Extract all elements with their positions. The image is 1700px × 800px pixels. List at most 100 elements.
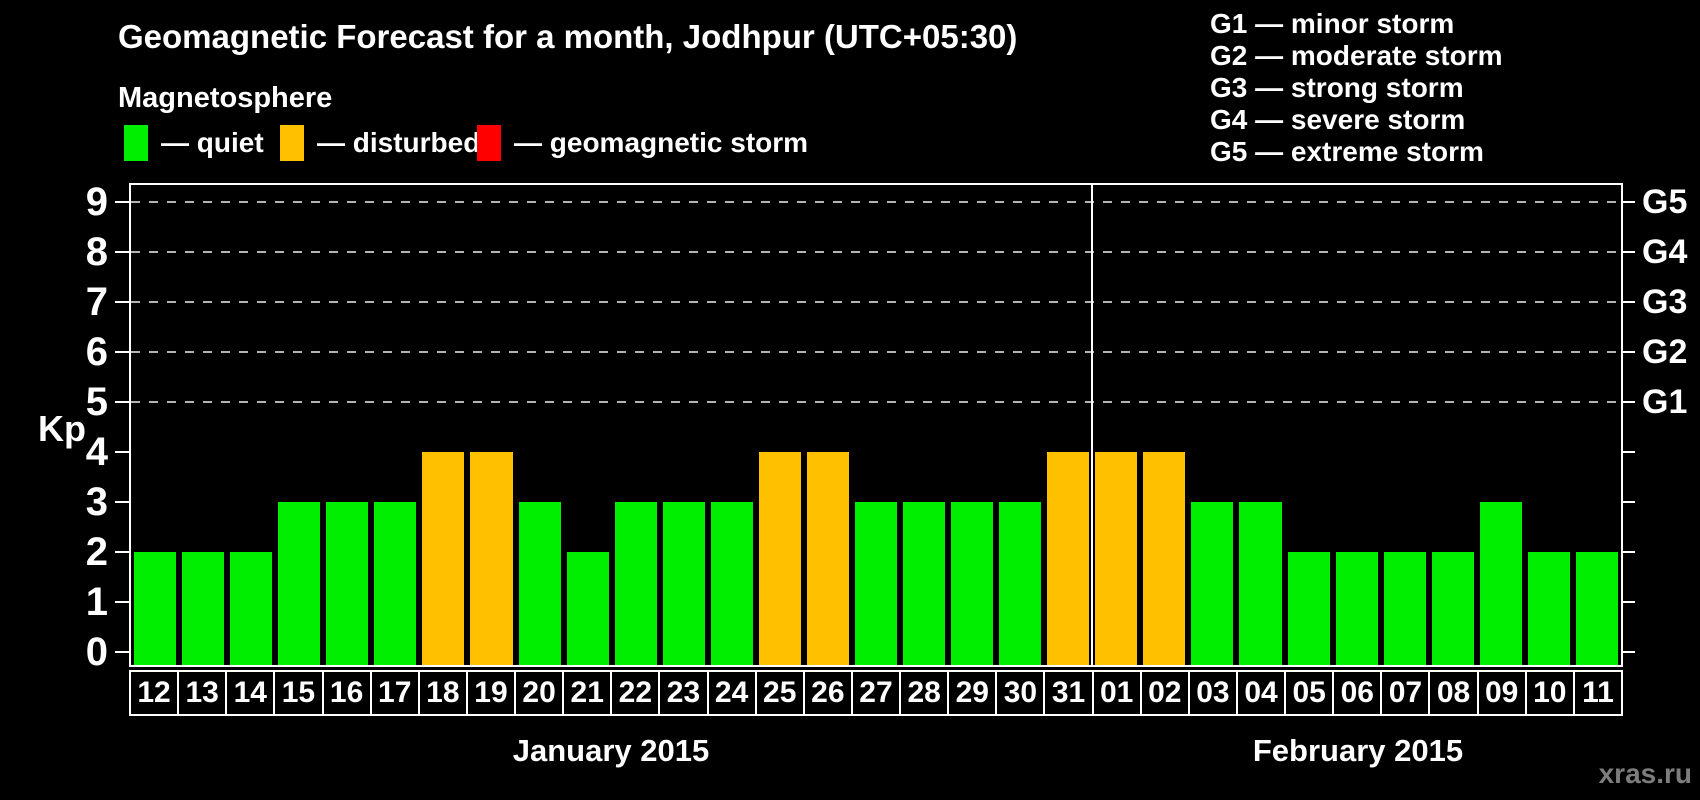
g5-legend-line: G5 — extreme storm	[1210, 136, 1484, 167]
right-tick-kp-8	[1621, 251, 1635, 253]
watermark: xras.ru	[1598, 758, 1692, 789]
left-tick-kp-3	[115, 501, 129, 503]
y-tick-label-7: 7	[85, 280, 108, 324]
bar-day-10	[1527, 552, 1570, 665]
left-tick-kp-4	[115, 451, 129, 453]
bar-day-21	[566, 552, 609, 665]
y-tick-label-3: 3	[85, 480, 108, 524]
day-label-06: 06	[1334, 672, 1381, 714]
day-label-17: 17	[371, 672, 418, 714]
y-tick-label-1: 1	[85, 580, 108, 624]
day-axis-strip: 12 13 14 15 16 17 18 19 20 21 22 23 24 25 26 27 28 29 30 31…	[129, 670, 1623, 716]
day-label-29: 29	[949, 672, 996, 714]
right-axis-label-g5: G5	[1642, 183, 1688, 221]
bar-day-07	[1383, 552, 1426, 665]
day-label-03: 03	[1189, 672, 1236, 714]
bar-day-03	[1191, 502, 1234, 665]
gridline-kp-7	[131, 301, 1621, 303]
y-axis-title: Kp	[38, 408, 86, 449]
left-tick-kp-9	[115, 201, 129, 203]
right-tick-kp-0	[1621, 651, 1635, 653]
day-label-04: 04	[1237, 672, 1285, 714]
y-tick-label-8: 8	[85, 230, 108, 274]
bar-day-14	[230, 552, 273, 665]
day-label-25: 25	[756, 672, 803, 714]
bar-day-19	[470, 452, 513, 665]
day-label-01: 01	[1093, 672, 1140, 714]
left-tick-kp-2	[115, 551, 129, 553]
right-axis-label-g3: G3	[1642, 283, 1688, 321]
chart-title: Geomagnetic Forecast for a month, Jodhpu…	[118, 18, 1018, 55]
month-separator-line	[1091, 185, 1094, 665]
bar-day-26	[806, 452, 849, 665]
right-axis-label-g1: G1	[1642, 383, 1688, 421]
day-label-22: 22	[612, 672, 659, 714]
plot-frame	[129, 183, 1623, 667]
day-label-10: 10	[1526, 672, 1573, 714]
right-tick-kp-5	[1621, 401, 1635, 403]
day-label-09: 09	[1478, 672, 1525, 714]
day-label-02: 02	[1141, 672, 1188, 714]
bar-day-27	[854, 502, 898, 665]
bar-day-22	[614, 502, 657, 665]
day-label-16: 16	[323, 672, 370, 714]
gridline-kp-8	[131, 251, 1621, 253]
plot-area	[131, 185, 1621, 665]
day-label-11: 11	[1574, 672, 1621, 714]
right-tick-kp-4	[1621, 451, 1635, 453]
g2-legend-line: G2 — moderate storm	[1210, 40, 1503, 71]
left-tick-kp-0	[115, 651, 129, 653]
bar-day-13	[182, 552, 225, 665]
disturbed-color-swatch	[280, 125, 304, 161]
y-tick-label-9: 9	[85, 180, 108, 224]
legend-item-quiet: — quiet	[124, 124, 264, 162]
gridline-kp-6	[131, 351, 1621, 353]
y-tick-label-5: 5	[85, 380, 108, 424]
day-label-26: 26	[804, 672, 851, 714]
day-label-31: 31	[1045, 672, 1092, 714]
day-label-20: 20	[516, 672, 563, 714]
day-label-28: 28	[901, 672, 948, 714]
month-label-january: January 2015	[512, 733, 710, 768]
bar-day-30	[999, 502, 1042, 665]
y-tick-label-2: 2	[85, 530, 108, 574]
day-label-14: 14	[227, 672, 274, 714]
quiet-label: — quiet	[161, 127, 264, 158]
right-tick-kp-7	[1621, 301, 1635, 303]
right-tick-kp-3	[1621, 501, 1635, 503]
right-tick-kp-2	[1621, 551, 1635, 553]
right-axis-label-g4: G4	[1642, 233, 1688, 271]
day-label-23: 23	[660, 672, 707, 714]
bar-day-20	[518, 502, 561, 665]
g1-legend-line: G1 — minor storm	[1210, 8, 1455, 39]
y-tick-label-0: 0	[85, 630, 108, 674]
bar-day-12	[134, 552, 177, 665]
day-label-05: 05	[1286, 672, 1333, 714]
day-label-27: 27	[852, 672, 900, 714]
magnetosphere-label: Magnetosphere	[118, 82, 333, 114]
bar-day-09	[1479, 502, 1522, 665]
left-tick-kp-5	[115, 401, 129, 403]
day-label-12: 12	[131, 672, 178, 714]
storm-color-swatch	[477, 125, 501, 161]
bar-day-15	[278, 502, 321, 665]
gridline-kp-9	[131, 201, 1621, 203]
bar-day-24	[710, 502, 753, 665]
right-tick-kp-9	[1621, 201, 1635, 203]
right-tick-kp-1	[1621, 601, 1635, 603]
bar-day-31	[1047, 452, 1090, 665]
day-label-15: 15	[275, 672, 322, 714]
bar-day-11	[1575, 552, 1618, 665]
left-tick-kp-8	[115, 251, 129, 253]
bar-day-08	[1431, 552, 1474, 665]
legend-item-storm: — geomagnetic storm	[477, 124, 808, 162]
left-tick-kp-7	[115, 301, 129, 303]
bar-day-05	[1287, 552, 1330, 665]
bar-day-17	[374, 502, 417, 665]
day-label-13: 13	[179, 672, 226, 714]
gridline-kp-5	[131, 401, 1621, 403]
storm-scale-legend: G1 — minor storm G2 — moderate storm G3 …	[1210, 8, 1503, 168]
bar-day-16	[326, 502, 369, 665]
bar-day-23	[662, 502, 705, 665]
